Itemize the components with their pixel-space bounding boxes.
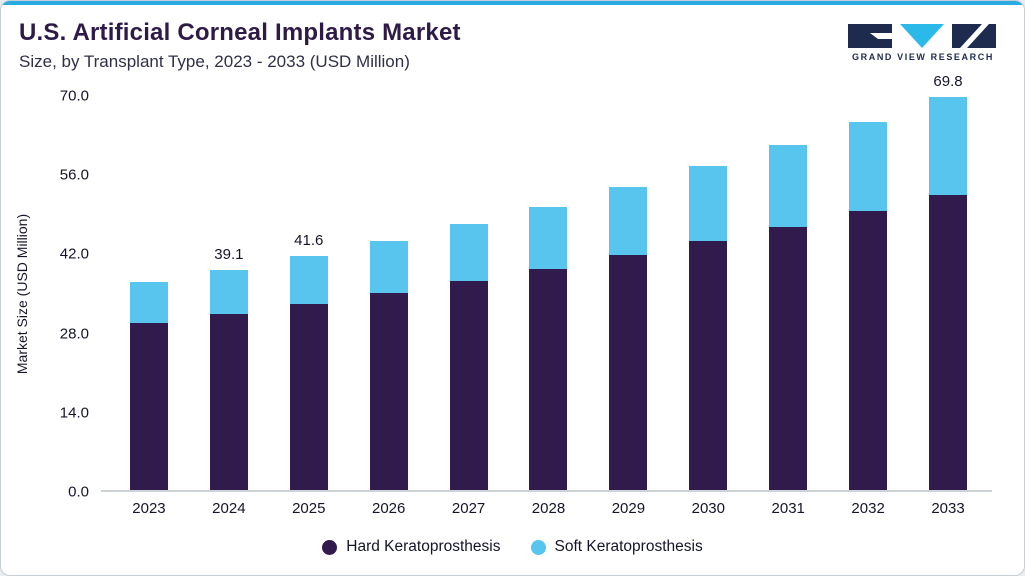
- bar-stack: [689, 96, 728, 490]
- x-axis-label: 2028: [531, 500, 566, 517]
- chart-header: U.S. Artificial Corneal Implants Market …: [1, 5, 1024, 72]
- bar-segment-soft-keratoprosthesis: [929, 97, 968, 195]
- brand-logo-text: GRAND VIEW RESEARCH: [852, 52, 994, 62]
- bar-stack: [289, 96, 328, 490]
- legend-label: Soft Keratoprosthesis: [554, 538, 703, 555]
- bar-segment-hard-keratoprosthesis: [129, 322, 168, 490]
- y-tick-label: 0.0: [68, 483, 89, 501]
- y-axis-title: Market Size (USD Million): [14, 213, 30, 375]
- bar-segment-soft-keratoprosthesis: [209, 269, 248, 314]
- plot-area: 2023 39.1 2024 41.6 2025 2026 2027 2028 2029 2030…: [101, 73, 992, 517]
- bar-stack: [209, 96, 248, 490]
- brand-logo-icon: [848, 24, 996, 48]
- bar-stack: [609, 96, 648, 490]
- bar-segment-hard-keratoprosthesis: [449, 281, 488, 490]
- bar-2032: 2032: [849, 96, 888, 517]
- legend-label: Hard Keratoprosthesis: [346, 538, 501, 555]
- bar-segment-soft-keratoprosthesis: [129, 281, 168, 323]
- y-tick-label: 28.0: [59, 325, 89, 343]
- y-tick-label: 42.0: [59, 245, 89, 263]
- bar-segment-hard-keratoprosthesis: [929, 194, 968, 490]
- x-axis-label: 2029: [611, 500, 646, 517]
- y-tick-label: 56.0: [59, 166, 89, 184]
- bar-segment-soft-keratoprosthesis: [769, 144, 808, 227]
- page-title: U.S. Artificial Corneal Implants Market: [19, 19, 461, 46]
- x-axis-label: 2033: [931, 500, 965, 517]
- bar-2027: 2027: [449, 96, 488, 517]
- legend-swatch-icon: [322, 539, 338, 555]
- top-accent-bar: [1, 1, 1024, 5]
- y-tick-label: 70.0: [59, 87, 89, 105]
- y-axis-title-wrap: Market Size (USD Million): [1, 96, 43, 492]
- bar-stack: [449, 96, 488, 490]
- bar-value-label: 69.8: [933, 73, 963, 91]
- legend-item: Soft Keratoprosthesis: [530, 538, 703, 556]
- bar-segment-soft-keratoprosthesis: [609, 187, 648, 256]
- bar-2033: 69.8 2033: [929, 73, 968, 517]
- x-axis-label: 2024: [212, 500, 246, 517]
- bar-segment-soft-keratoprosthesis: [689, 166, 728, 242]
- bar-stack: [369, 96, 408, 490]
- bar-stack: [769, 96, 808, 490]
- bar-2023: 2023: [129, 96, 168, 517]
- bar-segment-hard-keratoprosthesis: [529, 268, 568, 490]
- bar-stack: [529, 96, 568, 490]
- bar-value-label: 41.6: [294, 231, 324, 249]
- bar-2026: 2026: [369, 96, 408, 517]
- bar-2024: 39.1 2024: [209, 96, 248, 517]
- bar-segment-soft-keratoprosthesis: [849, 121, 888, 211]
- bar-segment-soft-keratoprosthesis: [449, 224, 488, 282]
- bar-2031: 2031: [769, 96, 808, 517]
- bar-2030: 2030: [689, 96, 728, 517]
- x-axis-label: 2023: [132, 500, 166, 517]
- bar-stack: [129, 96, 168, 490]
- bar-stack: [849, 96, 888, 490]
- bar-segment-hard-keratoprosthesis: [289, 303, 328, 490]
- bar-segment-soft-keratoprosthesis: [289, 255, 328, 304]
- legend: Hard Keratoprosthesis Soft Keratoprosthes…: [1, 538, 1024, 556]
- legend-swatch-icon: [530, 539, 546, 555]
- bar-segment-hard-keratoprosthesis: [689, 241, 728, 490]
- bar-segment-hard-keratoprosthesis: [609, 255, 648, 490]
- bar-segment-hard-keratoprosthesis: [849, 210, 888, 490]
- page-subtitle: Size, by Transplant Type, 2023 - 2033 (U…: [19, 52, 410, 71]
- bar-segment-soft-keratoprosthesis: [529, 206, 568, 269]
- bar-segment-soft-keratoprosthesis: [369, 241, 408, 293]
- title-block: U.S. Artificial Corneal Implants Market …: [19, 19, 461, 72]
- x-axis-label: 2030: [691, 500, 725, 517]
- bar-stack: [929, 96, 968, 490]
- x-axis-label: 2027: [451, 500, 486, 517]
- x-axis-label: 2025: [292, 500, 326, 517]
- brand-logo: GRAND VIEW RESEARCH: [848, 19, 998, 62]
- bars-container: 2023 39.1 2024 41.6 2025 2026 2027 2028 2029 2030…: [109, 73, 988, 517]
- stacked-bar-chart: Market Size (USD Million) 0.0 14.0 28.0 42.…: [1, 73, 1024, 517]
- x-axis-label: 2026: [371, 500, 406, 517]
- bar-segment-hard-keratoprosthesis: [369, 293, 408, 490]
- bar-segment-hard-keratoprosthesis: [209, 313, 248, 490]
- x-axis-label: 2031: [771, 500, 805, 517]
- bar-value-label: 39.1: [214, 245, 244, 263]
- bar-2029: 2029: [609, 96, 648, 517]
- legend-item: Hard Keratoprosthesis: [322, 538, 501, 556]
- y-axis-ticks: 0.0 14.0 28.0 42.0 56.0 70.0: [43, 88, 101, 501]
- x-axis-label: 2032: [851, 500, 885, 517]
- y-tick-label: 14.0: [59, 404, 89, 422]
- bar-segment-hard-keratoprosthesis: [769, 226, 808, 490]
- bar-2028: 2028: [529, 96, 568, 517]
- bar-2025: 41.6 2025: [289, 96, 328, 517]
